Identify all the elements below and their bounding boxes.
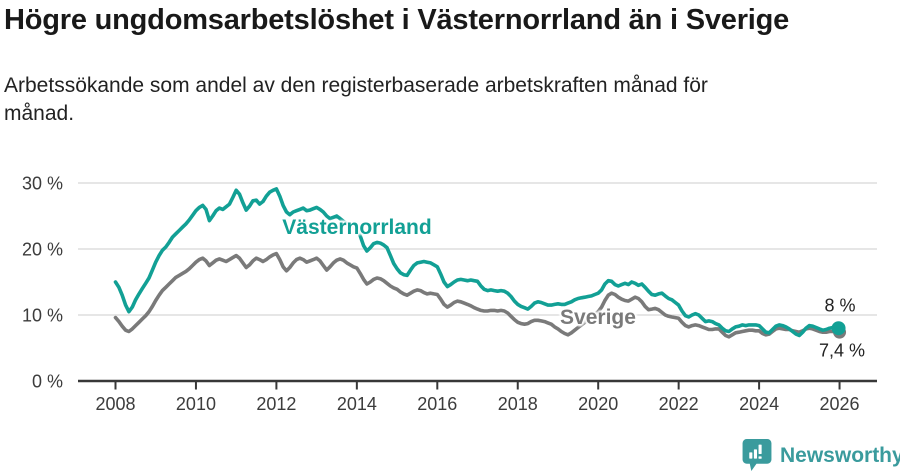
y-tick-label: 0 %: [32, 372, 63, 392]
series-line-västernorrland: [113, 187, 842, 338]
x-tick-label: 2018: [498, 394, 538, 414]
end-value-label-vasternorrland: 8 %: [824, 295, 856, 316]
x-tick-label: 2024: [739, 394, 779, 414]
y-tick-label: 20 %: [22, 240, 63, 260]
x-tick-label: 2008: [95, 394, 135, 414]
y-tick-label: 10 %: [22, 306, 63, 326]
page-title: Högre ungdomsarbetslöshet i Västernorrla…: [4, 4, 790, 36]
end-dot-västernorrland: [831, 321, 846, 336]
x-tick-label: 2012: [256, 394, 296, 414]
x-tick-label: 2010: [176, 394, 216, 414]
series-line-sverige: [113, 251, 842, 339]
y-tick-label: 30 %: [22, 174, 63, 194]
newsworthy-pin-icon: [742, 439, 772, 471]
chart-subtitle: Arbetssökande som andel av den registerb…: [4, 74, 708, 125]
x-tick-label: 2016: [417, 394, 457, 414]
series-label-sverige: Sverige: [560, 306, 636, 329]
end-value-label-sverige: 7,4 %: [818, 340, 866, 361]
x-tick-label: 2014: [337, 394, 377, 414]
x-tick-label: 2022: [659, 394, 699, 414]
newsworthy-brand-text: Newsworthy: [780, 444, 900, 467]
series-label-vasternorrland: Västernorrland: [282, 216, 432, 239]
x-tick-label: 2020: [578, 394, 618, 414]
newsworthy-logo: Newsworthy: [742, 439, 900, 472]
x-tick-label: 2026: [820, 394, 860, 414]
